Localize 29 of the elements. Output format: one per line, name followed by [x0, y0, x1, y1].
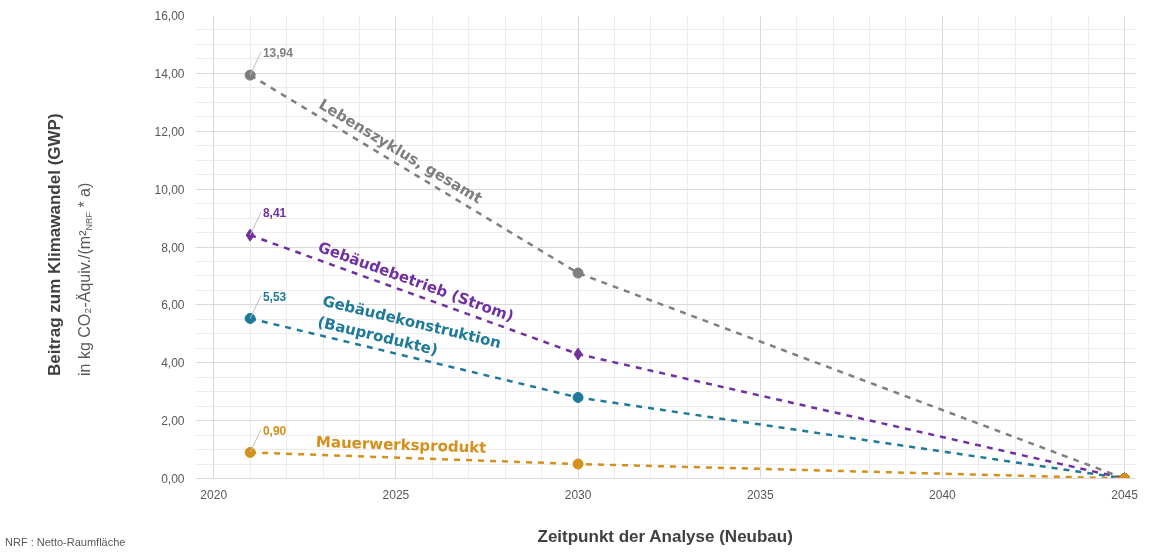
x-axis-title: Zeitpunkt der Analyse (Neubau): [537, 526, 793, 546]
point: [572, 391, 584, 403]
y-tick-label: 8,00: [161, 240, 185, 255]
y-tick-label: 4,00: [161, 356, 185, 371]
point: [573, 347, 583, 361]
y-tick-label: 12,00: [154, 124, 185, 139]
series-label: Mauerwerksprodukt: [315, 432, 487, 457]
y-tick-label: 10,00: [154, 182, 185, 197]
x-tick-label: 2035: [746, 487, 774, 502]
point: [244, 446, 256, 458]
y-tick-label: 6,00: [161, 298, 185, 313]
x-tick-label: 2025: [382, 487, 410, 502]
x-tick-label: 2030: [564, 487, 592, 502]
data-label: 8,41: [262, 206, 287, 221]
y-tick-label: 14,00: [154, 66, 185, 81]
y-tick-label: 0,00: [161, 472, 185, 486]
point: [244, 69, 256, 81]
x-tick-label: 2020: [200, 487, 228, 502]
y-tick-label: 2,00: [161, 414, 185, 429]
point: [572, 267, 584, 279]
text: NRF : Netto-Raumfläche: [5, 535, 126, 550]
point: [572, 458, 584, 470]
x-tick-label: 2040: [929, 487, 957, 502]
data-label: 5,53: [262, 289, 287, 304]
y-tick-label: 16,00: [154, 9, 185, 23]
point: [244, 312, 256, 324]
x-tick-label: 2045: [1111, 487, 1139, 502]
data-label: 13,94: [262, 46, 294, 61]
data-label: 0,90: [262, 423, 287, 438]
